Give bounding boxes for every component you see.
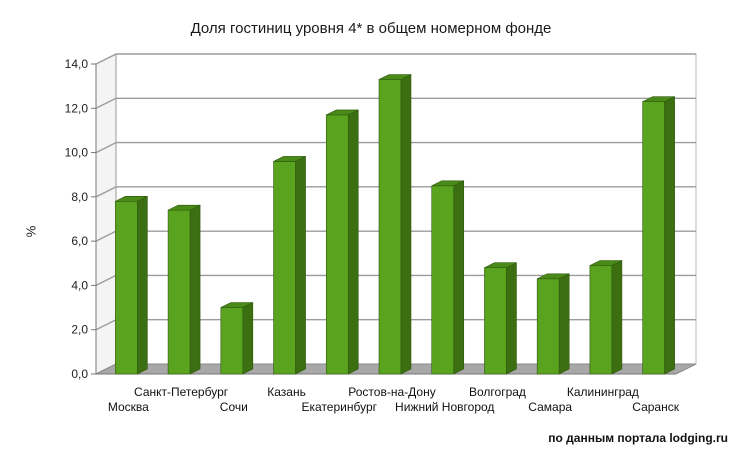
bar-front	[589, 265, 613, 375]
gridline-side	[95, 274, 117, 287]
bar-side	[664, 96, 675, 375]
bar	[589, 260, 623, 375]
bar	[484, 262, 517, 375]
bar-side	[137, 195, 148, 375]
bar-side	[347, 109, 359, 375]
bar-front	[378, 79, 402, 375]
bar	[378, 74, 412, 375]
bar	[167, 204, 201, 375]
x-tick-label: Калининград	[567, 385, 639, 399]
bar	[115, 195, 148, 375]
bar-front	[220, 307, 244, 375]
bar-top	[484, 262, 517, 269]
chart-title: Доля гостиниц уровня 4* в общем номерном…	[190, 20, 552, 37]
x-tick-label: Казань	[267, 385, 306, 399]
bar-front	[325, 114, 349, 375]
gridline-side	[95, 186, 117, 198]
bars	[115, 74, 675, 375]
bar-front	[536, 278, 560, 375]
x-tick-label: Саранск	[632, 400, 679, 414]
bar-side	[453, 180, 465, 375]
x-tick-label: Екатеринбург	[302, 400, 378, 414]
gridline-side	[95, 53, 117, 65]
y-tick-labels: 0,0 2,0 4,0 6,0 8,0 10,0 12,0 14,0	[65, 57, 89, 381]
y-tick-label: 12,0	[65, 101, 89, 115]
y-tick-label: 0,0	[71, 367, 88, 381]
bar-side	[506, 262, 517, 375]
y-tick-label: 10,0	[65, 146, 89, 160]
x-tick-label: Санкт-Петербург	[134, 385, 229, 399]
bar-front	[431, 185, 455, 375]
bar	[431, 180, 465, 375]
bar	[273, 155, 306, 375]
bar-top	[537, 273, 570, 280]
x-tick-label: Нижний Новгород	[395, 400, 494, 414]
bar-top	[273, 156, 306, 162]
bar-front	[115, 200, 138, 375]
bar-top	[167, 204, 201, 211]
bar-side	[189, 204, 201, 375]
bar-side	[611, 260, 623, 375]
y-tick-label: 14,0	[65, 57, 89, 71]
x-tick-label: Самара	[528, 400, 572, 414]
bar-side	[558, 273, 570, 375]
bar-front	[273, 161, 296, 375]
bar	[325, 109, 359, 375]
gridline-side	[95, 230, 117, 242]
bar-top	[326, 109, 359, 116]
bar-side	[400, 74, 412, 375]
bar	[642, 96, 675, 375]
x-tick-label: Ростов-на-Дону	[348, 385, 435, 399]
bar-top	[431, 180, 464, 187]
bar-top	[378, 74, 412, 80]
bar-front	[484, 267, 507, 375]
bar-front	[167, 209, 191, 375]
gridline-side	[95, 97, 117, 109]
y-tick-label: 4,0	[71, 278, 88, 292]
bar-side	[242, 302, 254, 375]
bar-top	[220, 302, 253, 308]
bar	[220, 302, 254, 375]
y-tick-label: 6,0	[71, 234, 88, 248]
bar	[536, 273, 570, 375]
gridline-side	[95, 319, 117, 331]
bar-top	[642, 96, 675, 102]
source-note: по данным портала lodging.ru	[548, 431, 728, 445]
bar-top	[115, 195, 148, 202]
bar-side	[295, 155, 306, 375]
x-tick-label: Сочи	[220, 400, 248, 414]
gridline-side	[95, 141, 117, 154]
y-tick-label: 8,0	[71, 190, 88, 204]
side-wall	[95, 53, 117, 375]
bar-top	[589, 260, 623, 266]
x-tick-label: Волгоград	[469, 385, 526, 399]
x-tick-label: Москва	[108, 400, 149, 414]
y-tick-label: 2,0	[71, 323, 88, 337]
bar-front	[642, 101, 665, 375]
